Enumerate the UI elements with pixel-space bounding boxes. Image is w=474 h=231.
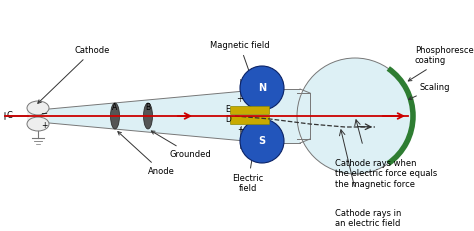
Polygon shape [245,89,300,143]
Circle shape [240,66,284,110]
Text: −: − [237,94,244,103]
Circle shape [297,58,413,174]
Text: Anode: Anode [118,132,175,176]
Text: Electric
field: Electric field [232,145,264,193]
Ellipse shape [27,101,49,115]
FancyBboxPatch shape [230,116,270,125]
Text: S: S [258,136,265,146]
Circle shape [240,119,284,163]
Text: Magnetic field: Magnetic field [210,41,270,84]
Polygon shape [49,91,245,141]
Polygon shape [27,108,49,124]
Text: Grounded: Grounded [151,131,212,159]
Ellipse shape [27,117,49,131]
Ellipse shape [144,103,153,129]
Text: Phosphorescent
coating: Phosphorescent coating [408,46,474,81]
Text: A: A [112,103,118,112]
Ellipse shape [110,103,119,129]
Text: −: − [40,109,47,119]
FancyBboxPatch shape [230,106,270,115]
Text: Cathode rays when
the electric force equals
the magnetic force: Cathode rays when the electric force equ… [335,159,437,189]
Text: Cathode: Cathode [38,46,110,103]
Text: Scaling: Scaling [409,83,450,100]
Text: N: N [258,83,266,93]
Text: Cathode rays in
an electric field: Cathode rays in an electric field [335,209,401,228]
Text: +: + [237,125,243,134]
Text: C: C [6,112,12,121]
Text: D: D [225,116,231,125]
Text: +: + [41,121,47,130]
Text: E: E [226,106,230,115]
Text: B: B [146,103,151,112]
